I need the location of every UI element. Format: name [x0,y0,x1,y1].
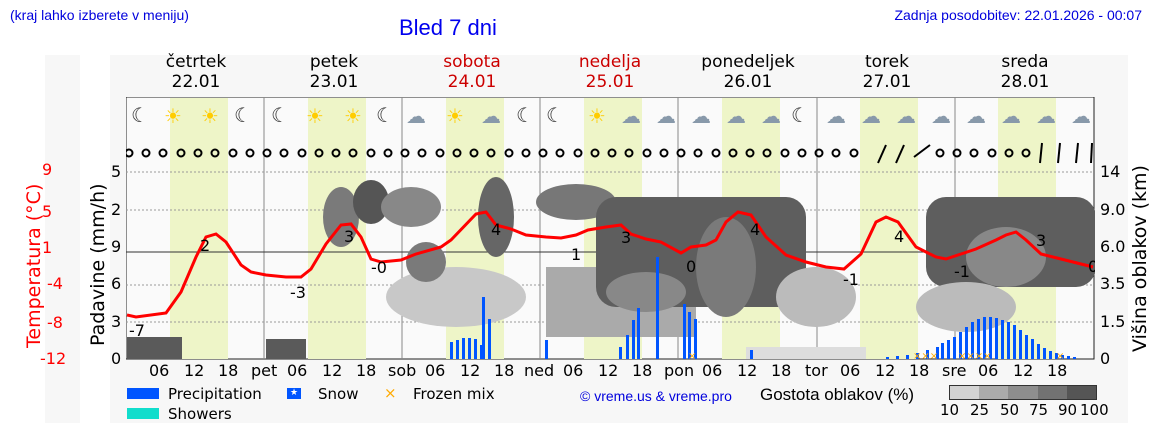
page-title: Bled 7 dni [399,15,497,40]
copyright: © vreme.us & vreme.pro [580,388,732,404]
svg-text:☀: ☀ [446,104,464,128]
svg-text:☾: ☾ [131,103,149,127]
svg-text:☀: ☀ [306,104,324,128]
wind-indicators [126,148,1031,158]
svg-text:3: 3 [1036,231,1046,250]
precip-axis-label: Padavine (mm/h) [87,183,109,346]
day-header: sobota 24.01 [443,52,501,92]
svg-text:☀: ☀ [588,104,606,128]
svg-text:☁: ☁ [1001,104,1021,128]
day-header: četrtek 22.01 [165,52,227,92]
svg-text:☁: ☁ [1036,104,1056,128]
svg-text:☁: ☁ [826,104,846,128]
cloud-density [127,177,1095,359]
svg-text:-7: -7 [129,321,145,340]
svg-text:☁: ☁ [761,104,781,128]
svg-text:☁: ☁ [406,104,426,128]
last-updated: Zadnja posodobitev: 22.01.2026 - 00:07 [894,7,1142,23]
day-header: petek 23.01 [309,52,359,92]
svg-text:××××: ×××× [958,351,992,360]
svg-text:×: × [1056,351,1064,360]
temp-axis-panel [45,55,80,423]
svg-text:-0: -0 [371,258,387,277]
frozen-mix-icon: × [384,384,397,402]
day-header: torek 27.01 [862,52,912,92]
svg-text:3: 3 [344,227,354,246]
svg-text:☀: ☀ [201,104,219,128]
temperature-labels: -7 2 -3 3 -0 4 1 3 0 4 -1 4 -1 3 0 [129,220,1095,340]
day-header: sreda 28.01 [1000,52,1050,92]
svg-text:4: 4 [491,220,501,239]
svg-text:0: 0 [686,257,696,276]
svg-text:☁: ☁ [896,104,916,128]
legend: Precipitation ★ Snow × Frozen mix Shower… [127,384,577,425]
region-hint: (kraj lahko izberete v meniju) [10,7,189,23]
weather-icons: ☾ ☀ ☀ ☾ ☾ ☀ ☀ ☾ ☁ ☀ ☁ ☾ ☾ ☀ ☁ ☁ ☁ ☁ ☁ ☾ … [131,103,1091,128]
svg-text:☁: ☁ [861,104,881,128]
temperature-line [126,210,1094,319]
svg-text:☁: ☁ [656,104,676,128]
wind-barbs [877,142,1093,164]
svg-text:☁: ☁ [481,104,501,128]
day-header: nedelja 25.01 [578,52,642,92]
svg-text:☾: ☾ [376,103,394,127]
cloud-axis-label: Višina oblakov (km) [1129,165,1151,352]
svg-text:☾: ☾ [234,103,252,127]
weather-chart: × ××× ×××× × -7 2 -3 3 -0 4 1 3 0 4 -1 4… [126,97,1095,360]
svg-text:-1: -1 [954,262,970,281]
precip-bars [450,257,753,359]
svg-text:1: 1 [571,245,581,264]
svg-text:×××: ××× [913,351,938,360]
svg-text:Temperatura (°C): Temperatura (°C) [23,184,45,349]
precipitation-swatch [127,388,159,399]
svg-text:-3: -3 [290,283,306,302]
showers-swatch [127,408,159,419]
svg-text:×: × [688,351,696,360]
temp-axis-label: Temperatura (°C) [23,184,45,349]
svg-text:☁: ☁ [621,104,641,128]
svg-text:☾: ☾ [271,103,289,127]
svg-text:☁: ☁ [966,104,986,128]
svg-text:☀: ☀ [344,104,362,128]
svg-text:-1: -1 [843,270,859,289]
svg-text:☾: ☾ [546,103,564,127]
cloud-density-label: Gostota oblakov (%) [760,385,915,404]
snow-icon: ★ [287,388,301,399]
svg-text:Višina oblakov (km): Višina oblakov (km) [1129,165,1151,352]
svg-text:4: 4 [750,220,760,239]
frozen-mix-marks: × ××× ×××× × [688,351,1064,360]
svg-text:☁: ☁ [691,104,711,128]
svg-text:0: 0 [1088,257,1095,276]
svg-text:3: 3 [621,228,631,247]
svg-text:☁: ☁ [1071,104,1091,128]
x-axis-ticks: 06 12 18 pet 06 12 18 sob 06 12 18 ned 0… [149,361,1068,380]
svg-text:2: 2 [200,236,210,255]
day-header: ponedeljek 26.01 [701,52,795,92]
svg-text:☁: ☁ [726,104,746,128]
svg-text:☾: ☾ [791,103,809,127]
svg-text:Padavine (mm/h): Padavine (mm/h) [87,183,109,346]
svg-text:☾: ☾ [516,103,534,127]
cloud-density-scale [949,385,1097,400]
svg-text:☀: ☀ [164,104,182,128]
svg-text:☁: ☁ [931,104,951,128]
svg-text:4: 4 [894,227,904,246]
